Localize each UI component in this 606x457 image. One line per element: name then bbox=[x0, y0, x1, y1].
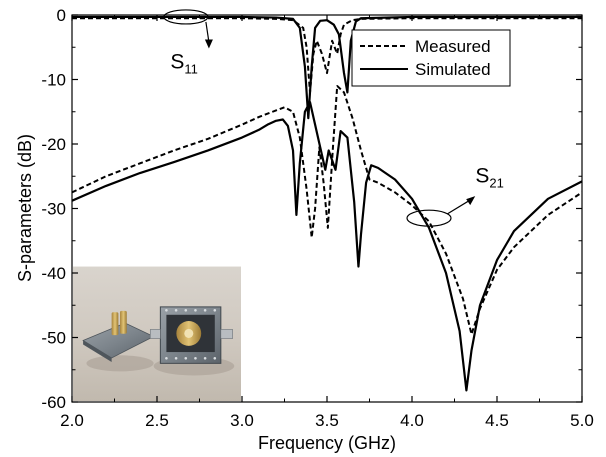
rim-screw bbox=[213, 308, 217, 312]
callout-arrowhead-s21 bbox=[466, 196, 476, 206]
y-tick-label: 0 bbox=[57, 6, 66, 25]
rim-screw bbox=[203, 356, 207, 360]
rim-screw bbox=[203, 308, 207, 312]
rim-screw bbox=[174, 356, 178, 360]
rim-screw bbox=[165, 308, 168, 312]
x-tick-label: 2.0 bbox=[60, 411, 84, 430]
y-axis: 0 -10 -20 -30 -40 -50 -60 bbox=[41, 6, 582, 412]
legend-label-measured: Measured bbox=[415, 37, 491, 56]
annotation-s21: S21 bbox=[475, 164, 503, 190]
y-tick-label: -60 bbox=[41, 393, 66, 412]
annotation-s21-subscript: 21 bbox=[489, 175, 503, 190]
y-tick-label: -30 bbox=[41, 200, 66, 219]
x-axis-title: Frequency (GHz) bbox=[258, 433, 396, 453]
y-axis-title: S-parameters (dB) bbox=[15, 134, 35, 282]
y-tick-label: -50 bbox=[41, 329, 66, 348]
inset-filter-photo bbox=[73, 266, 241, 401]
x-tick-label: 4.0 bbox=[400, 411, 424, 430]
sma-connector-left bbox=[149, 329, 161, 339]
x-tick-label: 4.5 bbox=[485, 411, 509, 430]
y-tick-label: -40 bbox=[41, 264, 66, 283]
annotation-s11-subscript: 11 bbox=[184, 61, 198, 76]
rim-screw bbox=[184, 356, 188, 360]
tuning-screw-1 bbox=[111, 312, 119, 336]
callout-ellipse-s21 bbox=[406, 209, 452, 227]
sma-connector-right bbox=[220, 329, 233, 339]
annotations: S11 S21 bbox=[163, 9, 504, 227]
y-tick-label: -10 bbox=[41, 71, 66, 90]
rim-screw bbox=[213, 356, 217, 360]
y-tick-label: -20 bbox=[41, 135, 66, 154]
annotation-s11: S11 bbox=[170, 50, 198, 76]
rim-screw bbox=[174, 308, 178, 312]
rim-screw bbox=[194, 308, 197, 312]
rim-screw bbox=[165, 356, 168, 360]
line-measured-s21 bbox=[72, 84, 582, 336]
legend-box bbox=[351, 29, 511, 87]
callout-ellipse-s11 bbox=[163, 9, 209, 25]
x-tick-label: 5.0 bbox=[570, 411, 594, 430]
legend: Measured Simulated bbox=[351, 29, 511, 87]
shadow-lid bbox=[86, 355, 154, 372]
x-tick-label: 2.5 bbox=[145, 411, 169, 430]
callout-arrowhead-s11 bbox=[204, 39, 213, 49]
rim-screw bbox=[184, 308, 188, 312]
tuning-screw-2 bbox=[120, 310, 127, 334]
series-layer bbox=[72, 15, 582, 392]
rim-screw bbox=[194, 356, 197, 360]
legend-label-simulated: Simulated bbox=[415, 60, 491, 79]
filter-lid-edge bbox=[83, 340, 112, 363]
x-tick-label: 3.0 bbox=[230, 411, 254, 430]
x-axis: 2.0 2.5 3.0 3.5 4.0 4.5 5.0 bbox=[60, 15, 594, 430]
x-tick-label: 3.5 bbox=[315, 411, 339, 430]
line-simulated-s21 bbox=[72, 100, 582, 392]
resonator-center bbox=[184, 328, 194, 338]
callout-arrow-s11 bbox=[205, 21, 210, 43]
